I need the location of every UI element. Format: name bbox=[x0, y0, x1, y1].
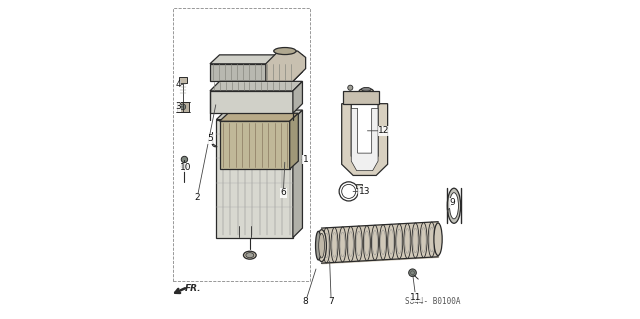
Circle shape bbox=[181, 156, 188, 163]
Polygon shape bbox=[293, 81, 303, 113]
Ellipse shape bbox=[246, 253, 254, 258]
Ellipse shape bbox=[317, 230, 326, 262]
Text: 12: 12 bbox=[378, 126, 390, 135]
Ellipse shape bbox=[447, 188, 461, 223]
Ellipse shape bbox=[274, 48, 296, 55]
Text: 9: 9 bbox=[449, 198, 455, 207]
Polygon shape bbox=[351, 108, 378, 171]
Polygon shape bbox=[216, 120, 293, 238]
Ellipse shape bbox=[316, 231, 321, 260]
Polygon shape bbox=[220, 113, 298, 121]
Circle shape bbox=[180, 104, 186, 110]
FancyBboxPatch shape bbox=[356, 184, 362, 188]
Text: 13: 13 bbox=[359, 187, 371, 196]
Text: S844- B0100A: S844- B0100A bbox=[405, 297, 460, 306]
FancyBboxPatch shape bbox=[179, 77, 187, 83]
Polygon shape bbox=[293, 55, 303, 81]
Ellipse shape bbox=[181, 165, 188, 168]
Polygon shape bbox=[343, 91, 379, 104]
Circle shape bbox=[348, 85, 353, 90]
Text: 1: 1 bbox=[303, 155, 308, 164]
FancyBboxPatch shape bbox=[177, 102, 189, 112]
Text: 5: 5 bbox=[207, 134, 213, 143]
Circle shape bbox=[409, 269, 417, 277]
Polygon shape bbox=[216, 110, 303, 120]
Text: 3: 3 bbox=[175, 102, 181, 111]
Polygon shape bbox=[210, 64, 293, 81]
Polygon shape bbox=[342, 104, 388, 175]
Text: 7: 7 bbox=[328, 297, 334, 306]
Polygon shape bbox=[220, 121, 290, 169]
Text: 8: 8 bbox=[303, 297, 308, 306]
Polygon shape bbox=[210, 55, 303, 64]
Text: 2: 2 bbox=[195, 193, 200, 202]
Ellipse shape bbox=[449, 193, 458, 219]
Polygon shape bbox=[266, 51, 306, 81]
Polygon shape bbox=[210, 81, 303, 91]
Polygon shape bbox=[293, 110, 303, 238]
Text: 10: 10 bbox=[180, 163, 192, 172]
Polygon shape bbox=[290, 113, 298, 169]
Ellipse shape bbox=[319, 234, 324, 258]
Polygon shape bbox=[210, 91, 293, 113]
Ellipse shape bbox=[243, 251, 256, 259]
Ellipse shape bbox=[434, 223, 442, 256]
Text: 6: 6 bbox=[280, 189, 286, 197]
Text: 11: 11 bbox=[410, 293, 422, 302]
Ellipse shape bbox=[362, 87, 371, 91]
Text: FR.: FR. bbox=[184, 284, 201, 293]
Ellipse shape bbox=[359, 88, 373, 93]
Ellipse shape bbox=[239, 224, 251, 229]
Text: 4: 4 bbox=[175, 80, 181, 89]
